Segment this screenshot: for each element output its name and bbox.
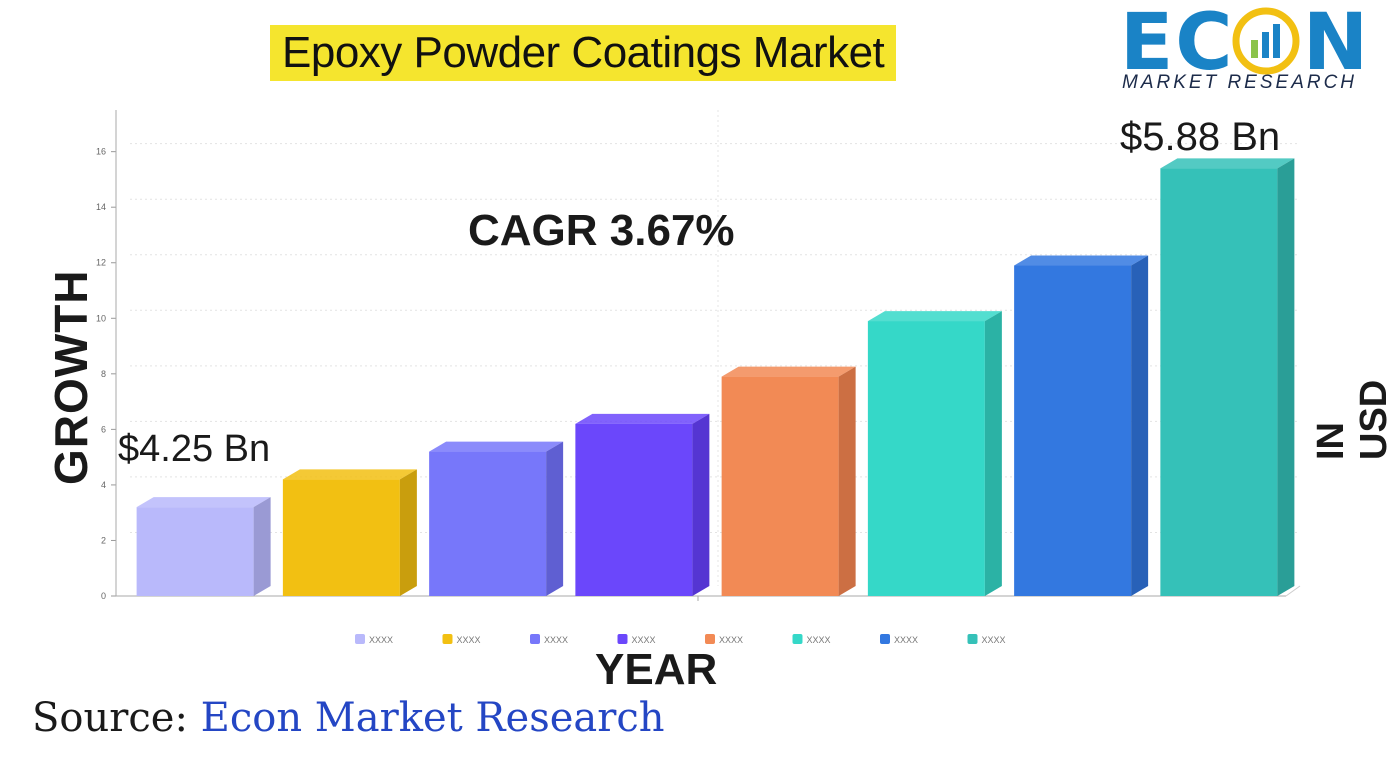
legend-label: XXXX [982, 635, 1006, 645]
bar-front [136, 507, 254, 596]
bar-front [721, 376, 839, 596]
bar [867, 311, 1002, 596]
y-tick-label: 8 [101, 369, 106, 379]
y-tick-labels: 0 2 4 6 8 10 12 14 16 [96, 147, 106, 601]
bar-top [575, 413, 710, 424]
source-line: Source: Econ Market Research [32, 695, 665, 741]
x-axis-label: YEAR [595, 645, 718, 694]
legend-label: XXXX [719, 635, 743, 645]
bar-front [282, 479, 400, 596]
bar [429, 441, 564, 596]
source-prefix: Source: [32, 695, 188, 741]
bar [282, 469, 417, 596]
bar-front [429, 451, 547, 596]
bar-side [253, 497, 271, 596]
legend-swatch [355, 634, 365, 644]
legend-swatch [442, 634, 453, 644]
start-value-annotation: $4.25 Bn [118, 428, 271, 470]
legend-label: XXXX [369, 635, 393, 645]
y-tick-label: 0 [101, 591, 106, 601]
bar-side [399, 469, 417, 596]
legend-label: XXXX [457, 635, 481, 645]
legend-swatch [530, 634, 540, 644]
bar-side [984, 311, 1002, 596]
cagr-annotation: CAGR 3.67% [468, 206, 735, 255]
bar-top [867, 311, 1002, 322]
bar [721, 366, 856, 596]
bar [136, 497, 271, 596]
bar-front [867, 321, 985, 596]
legend-swatch [705, 634, 715, 644]
bar [575, 413, 710, 596]
y-tick-label: 6 [101, 424, 106, 434]
bar-top [1160, 158, 1295, 169]
legend-item: XXXX [530, 634, 568, 645]
legend-swatch [967, 634, 978, 644]
bar-top [1014, 255, 1149, 266]
y-axis-label: GROWTH [45, 269, 97, 485]
y-axis-right-label: IN USD [1310, 379, 1395, 460]
bar-side [1131, 255, 1149, 596]
bar-front [1160, 168, 1278, 596]
legend-swatch [617, 634, 628, 644]
legend-item: XXXX [792, 634, 831, 645]
y-tick-label: 14 [96, 202, 106, 212]
econ-logo: ECON MARKET RESEARCH [1118, 0, 1380, 96]
legend-label: XXXX [632, 635, 656, 645]
end-value-annotation: $5.88 Bn [1120, 115, 1281, 159]
y-tick-label: 12 [96, 258, 106, 268]
bar-side [1277, 158, 1295, 596]
chart-legend: XXXX XXXX XXXX XXXX XXXX XXXX XXXX XXXX [355, 634, 1006, 645]
legend-swatch [880, 634, 890, 644]
source-brand: Econ Market Research [187, 695, 665, 741]
y-tick-label: 2 [101, 535, 106, 545]
legend-item: XXXX [705, 634, 743, 645]
bar-top [136, 497, 271, 508]
title-wrap: Epoxy Powder Coatings Market [270, 25, 897, 81]
legend-label: XXXX [807, 635, 831, 645]
bar-front [1014, 265, 1132, 596]
logo-chart-icon [1232, 7, 1300, 75]
bar-front [575, 423, 693, 596]
y-tick-label: 16 [96, 147, 106, 157]
logo-subtitle: MARKET RESEARCH [1122, 72, 1358, 93]
bar-side [838, 366, 856, 596]
chart-bars [136, 158, 1295, 596]
legend-item: XXXX [617, 634, 656, 645]
bar-top [429, 441, 564, 452]
legend-swatch [792, 634, 803, 644]
legend-label: XXXX [544, 635, 568, 645]
legend-item: XXXX [442, 634, 481, 645]
bar [1014, 255, 1149, 596]
bar-top [721, 366, 856, 377]
legend-item: XXXX [880, 634, 918, 645]
bar-side [546, 441, 564, 596]
x-axis-depth [1285, 585, 1301, 597]
legend-label: XXXX [894, 635, 918, 645]
bar-top [282, 469, 417, 480]
y-tick-label: 4 [101, 480, 106, 490]
bar [1160, 158, 1295, 596]
y-tick-label: 10 [96, 313, 106, 323]
chart-title: Epoxy Powder Coatings Market [270, 25, 897, 81]
legend-item: XXXX [355, 634, 393, 645]
bar-side [692, 413, 710, 596]
legend-item: XXXX [967, 634, 1006, 645]
